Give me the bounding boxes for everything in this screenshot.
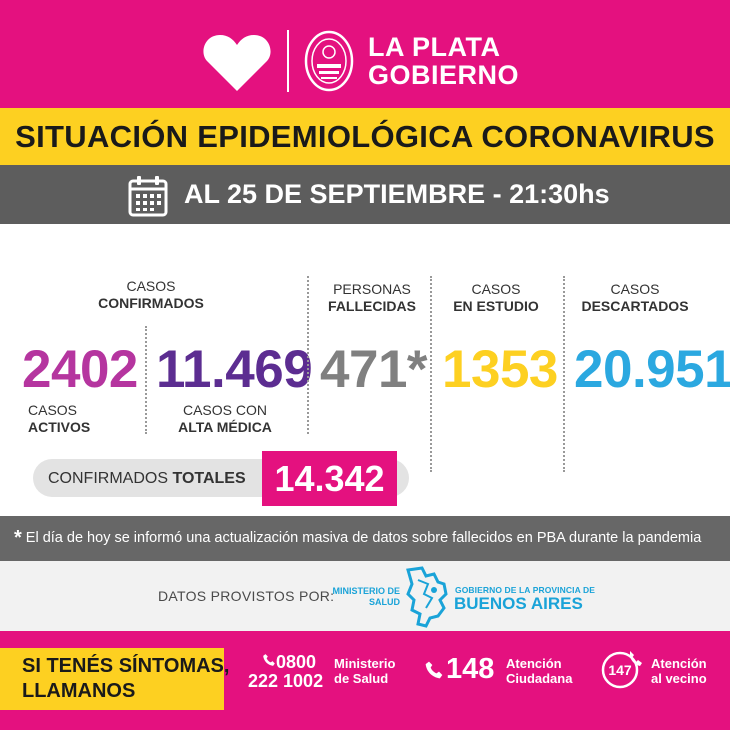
phone-icon <box>263 654 275 666</box>
totals-label-bold: TOTALES <box>172 470 246 487</box>
ciudadana-label: Atención Ciudadana <box>506 656 572 686</box>
study-label-line-2: EN ESTUDIO <box>453 298 539 314</box>
brand-name: LA PLATA GOBIERNO <box>368 33 519 89</box>
symptoms-text: SI TENÉS SÍNTOMAS, LLAMANOS <box>22 654 229 704</box>
totals-label-plain: CONFIRMADOS <box>48 470 173 487</box>
phone-icon-148 <box>425 661 443 679</box>
ciudadana-label-line-2: Ciudadana <box>506 671 573 686</box>
deaths-label: PERSONAS FALLECIDAS <box>318 281 426 315</box>
ministerio-logo-text: MINISTERIO DE SALUD <box>330 586 400 608</box>
active-label-line-2: ACTIVOS <box>28 419 91 435</box>
phone-circle-icon <box>601 651 642 689</box>
discharged-label-line-1: CASOS CON <box>182 402 267 418</box>
buenos-aires-map-icon <box>406 566 448 628</box>
salud-label: Ministerio de Salud <box>334 656 395 686</box>
under-study-value: 1353 <box>442 340 558 399</box>
page-title: SITUACIÓN EPIDEMIOLÓGICA CORONAVIRUS <box>15 119 715 154</box>
divider-estudio <box>563 276 565 472</box>
divider-activos <box>145 326 147 434</box>
date-band <box>0 165 730 224</box>
note-band <box>0 516 730 561</box>
ministerio-line-2: SALUD <box>369 597 400 607</box>
active-label-line-1: CASOS <box>28 402 78 418</box>
salud-label-line-1: Ministerio <box>334 656 396 671</box>
discarded-label-line-2: DESCARTADOS <box>581 298 689 314</box>
brand-line-1: LA PLATA <box>368 32 501 62</box>
salud-number-2: 222 1002 <box>248 671 324 691</box>
totals-label: CONFIRMADOS TOTALES <box>48 469 246 489</box>
under-study-label: CASOS EN ESTUDIO <box>442 281 550 315</box>
divider-fallecidas <box>430 276 432 472</box>
asterisk-icon: * <box>14 527 22 549</box>
discharged-label: CASOS CON ALTA MÉDICA <box>160 402 290 436</box>
active-cases-value: 2402 <box>22 340 138 399</box>
salud-number-1: 0800 <box>276 652 317 672</box>
discharged-value: 11.469 <box>156 340 313 399</box>
vecino-number: 147 <box>608 662 632 678</box>
discharged-label-line-2: ALTA MÉDICA <box>178 419 272 435</box>
buenos-aires-text: BUENOS AIRES <box>454 594 583 613</box>
discarded-value: 20.951 <box>574 340 730 399</box>
header-divider <box>287 30 289 92</box>
brand-line-2: GOBIERNO <box>368 60 520 90</box>
calendar-icon <box>128 176 168 217</box>
symptoms-line-2: LLAMANOS <box>22 680 136 702</box>
note: * El día de hoy se informó una actualizac… <box>14 516 724 561</box>
totals-value: 14.342 <box>262 451 397 506</box>
vecino-label-line-1: Atención <box>651 656 707 671</box>
salud-label-line-2: de Salud <box>334 671 389 686</box>
deaths-value: 471* <box>320 340 428 399</box>
deaths-label-line-2: FALLECIDAS <box>328 298 416 314</box>
city-seal-icon <box>304 30 354 92</box>
header-band <box>0 0 730 108</box>
confirmed-header-line-2: CONFIRMADOS <box>98 295 204 311</box>
ciudadana-label-line-1: Atención <box>506 656 562 671</box>
report-date: AL 25 DE SEPTIEMBRE - 21:30hs <box>184 179 610 209</box>
vecino-label-line-2: al vecino <box>651 671 707 686</box>
note-text: El día de hoy se informó una actualizaci… <box>25 530 702 546</box>
study-label-line-1: CASOS <box>471 281 521 297</box>
title-band: SITUACIÓN EPIDEMIOLÓGICA CORONAVIRUS <box>0 108 730 165</box>
symptoms-line-1: SI TENÉS SÍNTOMAS, <box>22 655 230 677</box>
confirmed-header-line-1: CASOS <box>126 278 176 294</box>
provider-label: DATOS PROVISTOS POR: <box>158 588 335 604</box>
ciudadana-number: 148 <box>446 653 495 685</box>
discarded-label: CASOS DESCARTADOS <box>576 281 694 315</box>
heart-logo-icon <box>203 35 271 91</box>
vecino-label: Atención al vecino <box>651 656 707 686</box>
deaths-label-line-1: PERSONAS <box>333 281 411 297</box>
provider-band <box>0 561 730 631</box>
ministerio-line-1: MINISTERIO DE <box>332 586 400 596</box>
gobierno-provincia-text: GOBIERNO DE LA PROVINCIA DE <box>455 585 595 595</box>
symptoms-box <box>0 648 224 710</box>
confirmed-header: CASOS CONFIRMADOS <box>76 278 226 312</box>
active-cases-label: CASOS ACTIVOS <box>28 402 118 436</box>
discarded-label-line-1: CASOS <box>610 281 660 297</box>
divider-alta <box>307 276 309 434</box>
